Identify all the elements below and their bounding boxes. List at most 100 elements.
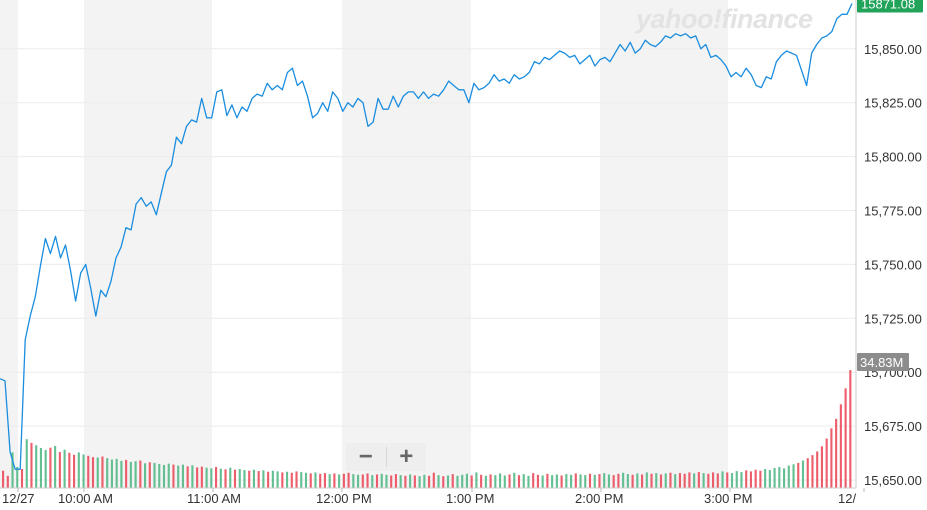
volume-bar	[499, 473, 502, 488]
volume-bar	[91, 457, 95, 488]
volume-bar	[693, 473, 696, 488]
volume-bar	[286, 471, 289, 488]
volume-bar	[224, 469, 227, 488]
volume-bar	[437, 475, 440, 488]
volume-bar	[162, 464, 166, 488]
volume-bar	[394, 474, 397, 488]
volume-bar	[347, 472, 350, 488]
volume-bar	[574, 473, 577, 488]
volume-bar	[323, 473, 326, 488]
y-tick-label: 15,800.00	[864, 150, 922, 165]
volume-bar	[158, 463, 161, 488]
volume-bar	[73, 454, 76, 488]
volume-bar	[541, 475, 544, 488]
volume-bar	[54, 445, 57, 488]
volume-bar	[338, 474, 341, 488]
volume-bar	[257, 471, 260, 488]
volume-bar	[20, 469, 24, 488]
volume-bar	[764, 469, 767, 488]
y-tick-label: 15,825.00	[864, 96, 922, 111]
volume-bars	[2, 370, 852, 488]
volume-bar	[276, 471, 279, 488]
zoom-out-button[interactable]: −	[358, 443, 373, 470]
volume-bar	[806, 458, 809, 488]
volume-bar	[167, 463, 170, 488]
volume-bar	[6, 475, 9, 488]
x-tick-label: 12:00 PM	[316, 491, 372, 506]
volume-bar	[418, 476, 421, 488]
x-tick-label: 12/	[838, 491, 856, 506]
yahoo-finance-watermark: yahoo!finance	[636, 4, 813, 34]
volume-bar	[267, 471, 270, 488]
volume-badge	[857, 353, 909, 371]
price-line-layer	[0, 3, 853, 470]
volume-bar	[243, 470, 246, 488]
volume-bar	[375, 474, 379, 488]
volume-bar	[399, 475, 402, 488]
volume-bar	[816, 451, 819, 488]
volume-bar	[115, 458, 118, 488]
volume-bar	[252, 469, 255, 488]
volume-bar	[522, 474, 525, 488]
volume-bar	[517, 475, 521, 488]
volume-bar	[205, 467, 208, 488]
volume-bar	[626, 474, 629, 488]
volume-bar	[219, 468, 222, 488]
volume-bar	[101, 456, 104, 488]
volume-bar	[716, 473, 719, 488]
volume-bar	[352, 474, 355, 488]
volume-bar	[631, 474, 634, 488]
volume-bar	[659, 474, 663, 488]
volume-bar	[428, 475, 431, 488]
volume-bar	[129, 461, 132, 488]
volume-bar	[366, 473, 369, 488]
volume-bar	[494, 475, 497, 488]
volume-bar	[77, 452, 80, 488]
volume-bar	[328, 474, 331, 488]
volume-bar	[721, 471, 724, 488]
volume-bar	[778, 466, 781, 488]
hour-shade	[600, 0, 728, 488]
volume-bar	[432, 472, 435, 488]
y-tick-label: 15,650.00	[864, 473, 922, 488]
volume-bar	[35, 445, 38, 488]
y-tick-label: 15,725.00	[864, 311, 922, 326]
volume-bar	[181, 464, 184, 488]
volume-bar	[759, 470, 762, 488]
volume-bar	[68, 452, 71, 488]
volume-bar	[451, 474, 454, 488]
volume-bar	[200, 466, 203, 488]
volume-bar	[49, 447, 52, 488]
volume-bar	[683, 473, 686, 488]
volume-bar	[380, 473, 383, 488]
volume-bar	[579, 474, 582, 488]
volume-bar	[357, 474, 360, 488]
volume-bar	[532, 473, 535, 488]
y-tick-label: 15,675.00	[864, 419, 922, 434]
zoom-in-button[interactable]: +	[399, 443, 414, 470]
volume-bar	[304, 472, 308, 488]
volume-bar	[702, 473, 705, 488]
volume-bar	[82, 454, 85, 488]
volume-label: 34.83M	[860, 355, 903, 370]
volume-bar	[295, 471, 298, 488]
volume-bar	[712, 472, 715, 488]
volume-bar	[801, 460, 805, 488]
volume-bar	[186, 466, 189, 488]
volume-bar	[570, 474, 573, 488]
volume-bar	[470, 475, 473, 488]
volume-bar	[674, 474, 677, 488]
volume-bar	[603, 473, 606, 488]
volume-bar	[461, 474, 464, 488]
volume-bar	[560, 475, 563, 488]
volume-bar	[655, 473, 658, 488]
volume-bar	[636, 473, 639, 488]
volume-bar	[565, 474, 568, 488]
volume-bar	[423, 474, 426, 488]
volume-bar	[598, 474, 601, 488]
volume-bar	[707, 473, 710, 488]
x-tick-label: 10:00 AM	[58, 491, 113, 506]
volume-bar	[650, 473, 653, 488]
